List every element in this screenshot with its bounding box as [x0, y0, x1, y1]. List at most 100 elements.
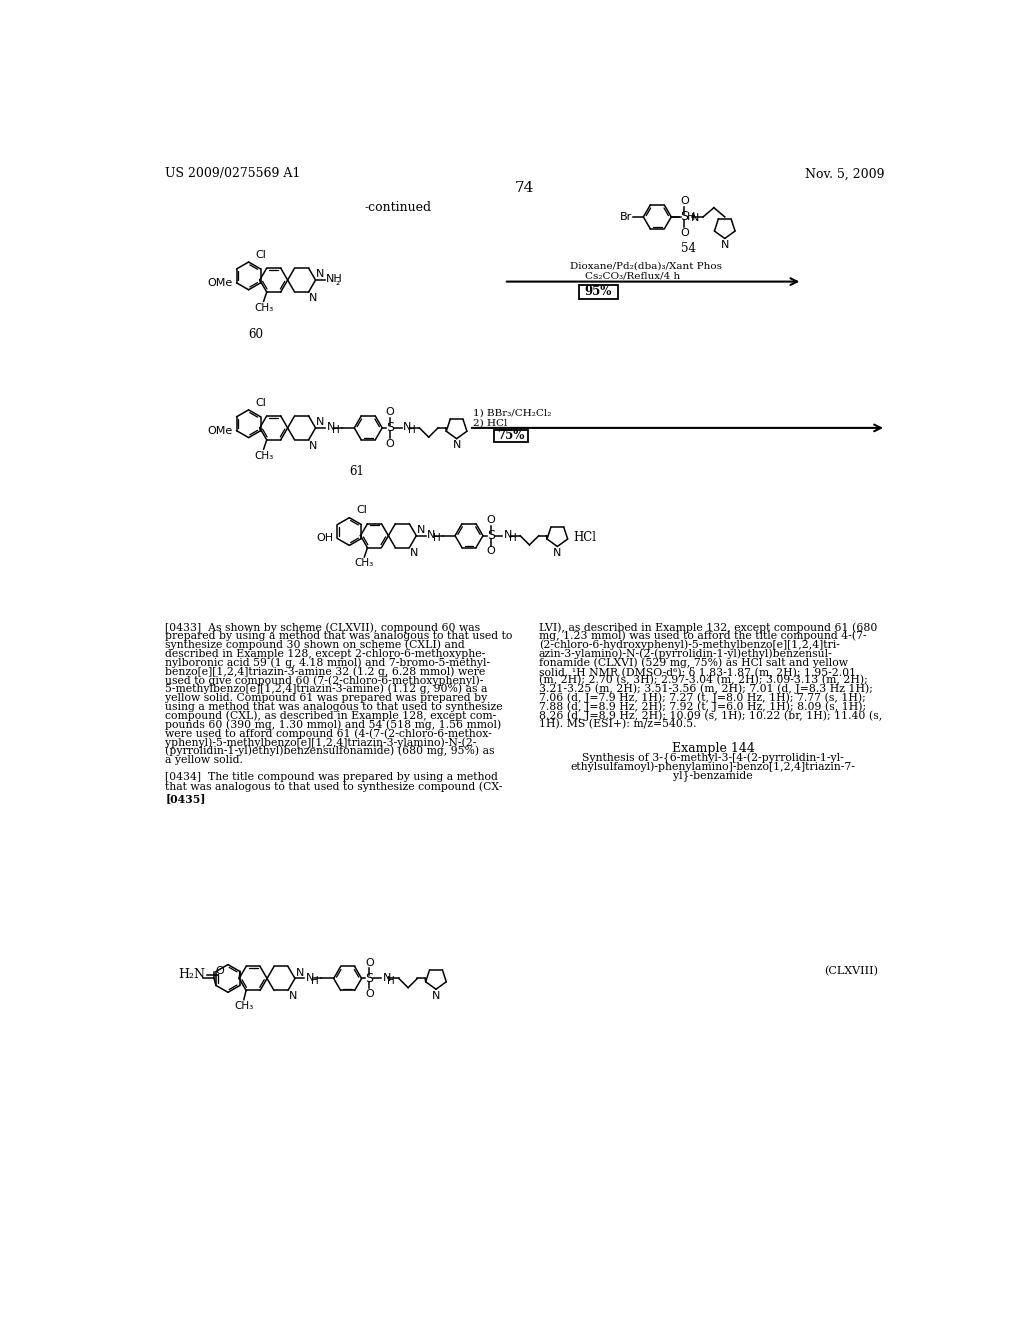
Text: 2) HCl: 2) HCl [473, 418, 507, 428]
Text: prepared by using a method that was analogous to that used to: prepared by using a method that was anal… [165, 631, 513, 640]
Text: N: N [309, 441, 317, 450]
Text: OMe: OMe [208, 425, 233, 436]
Text: N: N [316, 417, 325, 428]
Text: N: N [691, 213, 699, 223]
Text: US 2009/0275569 A1: US 2009/0275569 A1 [165, 168, 301, 181]
Text: N: N [504, 529, 512, 540]
Text: synthesize compound 30 shown on scheme (CXLI) and: synthesize compound 30 shown on scheme (… [165, 640, 465, 651]
Text: Cs₂CO₃/Reflux/4 h: Cs₂CO₃/Reflux/4 h [586, 271, 681, 280]
Text: O: O [365, 989, 374, 999]
Text: HCl: HCl [572, 531, 596, 544]
Text: N: N [417, 525, 425, 535]
Text: (pyrrolidin-1-yl)ethyl)benzensulfonamide) (680 mg, 95%) as: (pyrrolidin-1-yl)ethyl)benzensulfonamide… [165, 746, 495, 756]
Text: N: N [553, 548, 561, 558]
Text: 8.26 (d, J=8.9 Hz, 2H); 10.09 (s, 1H); 10.22 (br, 1H); 11.40 (s,: 8.26 (d, J=8.9 Hz, 2H); 10.09 (s, 1H); 1… [539, 710, 882, 721]
Text: yellow solid. Compound 61 was prepared was prepared by: yellow solid. Compound 61 was prepared w… [165, 693, 487, 702]
Text: N: N [306, 973, 314, 982]
Text: Cl: Cl [256, 397, 266, 408]
Text: Cl: Cl [256, 249, 266, 260]
Text: fonamide (CLXVI) (529 mg, 75%) as HCl salt and yellow: fonamide (CLXVI) (529 mg, 75%) as HCl sa… [539, 657, 848, 668]
Text: S: S [486, 529, 495, 543]
Text: nylboronic acid 59 (1 g, 4.18 mmol) and 7-bromo-5-methyl-: nylboronic acid 59 (1 g, 4.18 mmol) and … [165, 657, 490, 668]
Text: N: N [432, 991, 440, 1001]
Text: 1) BBr₃/CH₂Cl₂: 1) BBr₃/CH₂Cl₂ [473, 408, 551, 417]
Text: O: O [680, 227, 689, 238]
Text: N: N [403, 422, 412, 432]
Text: a yellow solid.: a yellow solid. [165, 755, 243, 764]
Text: H: H [387, 975, 395, 986]
Text: N: N [316, 269, 325, 280]
Text: O: O [486, 515, 495, 525]
Text: pounds 60 (390 mg, 1.30 mmol) and 54 (518 mg, 1.56 mmol): pounds 60 (390 mg, 1.30 mmol) and 54 (51… [165, 719, 502, 730]
Text: H: H [311, 975, 318, 986]
Text: compound (CXL), as described in Example 128, except com-: compound (CXL), as described in Example … [165, 710, 497, 721]
Text: N: N [410, 549, 419, 558]
Text: LVI), as described in Example 132, except compound 61 (680: LVI), as described in Example 132, excep… [539, 622, 878, 632]
Text: S: S [386, 421, 394, 434]
Text: using a method that was analogous to that used to synthesize: using a method that was analogous to tha… [165, 702, 503, 711]
Text: 54: 54 [681, 242, 696, 255]
Text: Nov. 5, 2009: Nov. 5, 2009 [805, 168, 885, 181]
Text: Dioxane/Pd₂(dba)₃/Xant Phos: Dioxane/Pd₂(dba)₃/Xant Phos [569, 261, 722, 271]
Text: 95%: 95% [585, 285, 612, 298]
Text: N: N [289, 991, 297, 1002]
Text: 1H). MS (ESI+): m/z=540.5.: 1H). MS (ESI+): m/z=540.5. [539, 719, 696, 730]
Text: O: O [680, 197, 689, 206]
Text: azin-3-ylamino)-N-(2-(pyrrolidin-1-yl)ethyl)benzensul-: azin-3-ylamino)-N-(2-(pyrrolidin-1-yl)et… [539, 648, 833, 659]
Text: N: N [721, 240, 729, 249]
Text: H: H [432, 533, 440, 543]
Text: CH₃: CH₃ [354, 558, 374, 569]
Bar [579, 285, 617, 298]
Text: H: H [408, 425, 416, 436]
Text: described in Example 128, except 2-chloro-6-methoxyphe-: described in Example 128, except 2-chlor… [165, 648, 485, 659]
Text: used to give compound 60 (7-(2-chloro-6-methoxyphenyl)-: used to give compound 60 (7-(2-chloro-6-… [165, 675, 483, 685]
Text: 60: 60 [249, 327, 263, 341]
Text: NH: NH [326, 275, 342, 284]
Text: H: H [687, 213, 695, 222]
Text: (2-chloro-6-hydroxyphenyl)-5-methylbenzo[e][1,2,4]tri-: (2-chloro-6-hydroxyphenyl)-5-methylbenzo… [539, 640, 840, 651]
Text: 75%: 75% [498, 429, 524, 442]
Text: benzo[e][1,2,4]triazin-3-amine 32 (1.2 g, 6.28 mmol) were: benzo[e][1,2,4]triazin-3-amine 32 (1.2 g… [165, 667, 485, 677]
Text: CH₃: CH₃ [254, 450, 273, 461]
Text: yl}-benzamide: yl}-benzamide [674, 771, 753, 781]
Text: OMe: OMe [208, 277, 233, 288]
Text: 5-methylbenzo[e][1,2,4]triazin-3-amine) (1.12 g, 90%) as a: 5-methylbenzo[e][1,2,4]triazin-3-amine) … [165, 684, 487, 694]
Text: ethylsulfamoyl)-phenylamino]-benzo[1,2,4]triazin-7-: ethylsulfamoyl)-phenylamino]-benzo[1,2,4… [570, 762, 856, 772]
Text: -continued: -continued [365, 201, 431, 214]
Text: Br: Br [620, 213, 632, 222]
Text: O: O [386, 438, 394, 449]
Text: N: N [383, 973, 391, 982]
Text: CH₃: CH₃ [234, 1002, 253, 1011]
Text: O: O [365, 958, 374, 968]
Text: [0434]  The title compound was prepared by using a method: [0434] The title compound was prepared b… [165, 772, 498, 783]
Text: [0435]: [0435] [165, 793, 206, 804]
Text: N: N [453, 441, 461, 450]
Text: S: S [681, 210, 688, 223]
Text: OH: OH [316, 533, 334, 544]
Text: were used to afford compound 61 (4-(7-(2-chloro-6-methox-: were used to afford compound 61 (4-(7-(2… [165, 729, 492, 739]
Text: ₂: ₂ [336, 277, 340, 286]
Text: (m, 2H); 2.70 (s, 3H); 2.97-3.04 (m, 2H); 3.09-3.13 (m, 2H);: (m, 2H); 2.70 (s, 3H); 2.97-3.04 (m, 2H)… [539, 675, 867, 685]
Text: H₂N: H₂N [178, 968, 206, 981]
Text: that was analogous to that used to synthesize compound (CX-: that was analogous to that used to synth… [165, 781, 503, 792]
Text: 7.88 (d, J=8.9 Hz, 2H); 7.92 (t, J=6.0 Hz, 1H); 8.09 (s, 1H);: 7.88 (d, J=8.9 Hz, 2H); 7.92 (t, J=6.0 H… [539, 702, 866, 713]
Text: mg, 1.23 mmol) was used to afford the title compound 4-(7-: mg, 1.23 mmol) was used to afford the ti… [539, 631, 866, 642]
Text: CH₃: CH₃ [254, 302, 273, 313]
Text: 7.06 (d, J=7.9 Hz, 1H); 7.27 (t, J=8.0 Hz, 1H); 7.77 (s, 1H);: 7.06 (d, J=7.9 Hz, 1H); 7.27 (t, J=8.0 H… [539, 693, 865, 704]
Text: S: S [366, 972, 374, 985]
Text: N: N [427, 529, 435, 540]
Text: [0433]  As shown by scheme (CLXVII), compound 60 was: [0433] As shown by scheme (CLXVII), comp… [165, 622, 480, 632]
Text: (CLXVIII): (CLXVIII) [824, 966, 879, 975]
Text: N: N [327, 422, 335, 432]
Text: Synthesis of 3-{6-methyl-3-[4-(2-pyrrolidin-1-yl-: Synthesis of 3-{6-methyl-3-[4-(2-pyrroli… [583, 752, 844, 764]
Text: 74: 74 [515, 181, 535, 194]
Text: H: H [332, 425, 340, 436]
Text: N: N [296, 968, 304, 978]
Text: yphenyl)-5-methylbenzo[e][1,2,4]triazin-3-ylamino)-N-(2-: yphenyl)-5-methylbenzo[e][1,2,4]triazin-… [165, 737, 477, 747]
Text: 61: 61 [349, 465, 365, 478]
Bar [494, 430, 528, 442]
Text: Example 144: Example 144 [672, 742, 755, 755]
Text: O: O [386, 407, 394, 417]
Text: 3.21-3.25 (m, 2H); 3.51-3.56 (m, 2H); 7.01 (d, J=8.3 Hz 1H);: 3.21-3.25 (m, 2H); 3.51-3.56 (m, 2H); 7.… [539, 684, 872, 694]
Text: O: O [486, 546, 495, 557]
